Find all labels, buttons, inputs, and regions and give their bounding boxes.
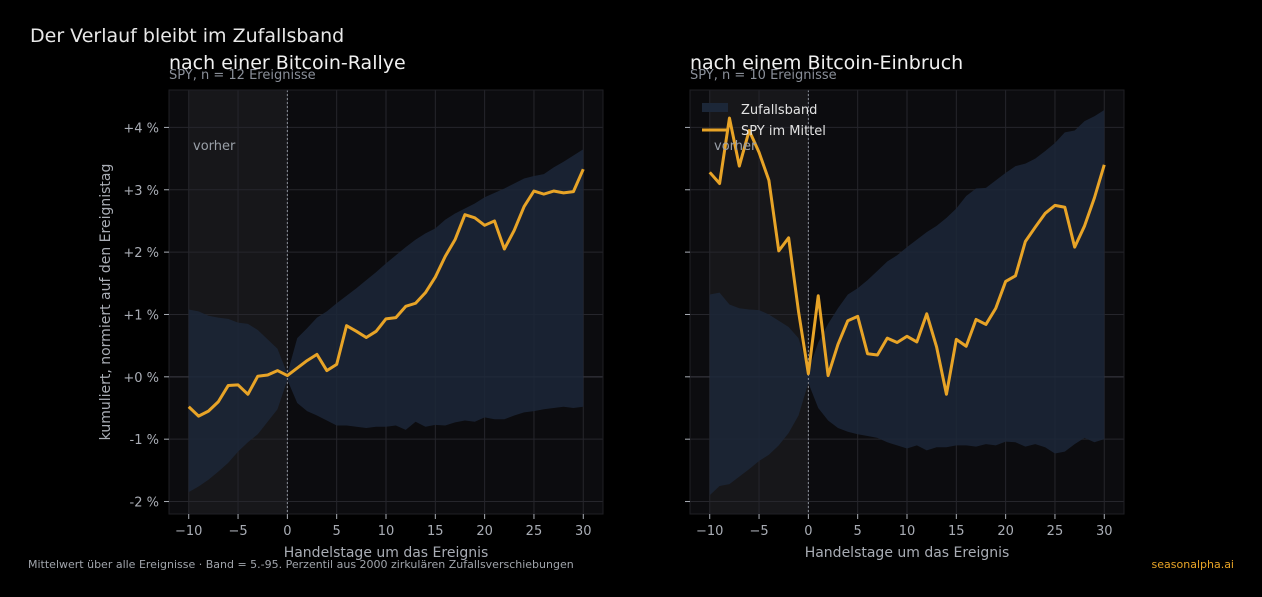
x-tick-label: 10 (899, 524, 916, 539)
x-tick-label: 25 (1047, 524, 1064, 539)
x-tick-label: 0 (283, 524, 291, 539)
x-tick-label: 30 (1096, 524, 1113, 539)
footnote: Mittelwert über alle Ereignisse · Band =… (28, 558, 574, 571)
x-tick-label: 20 (997, 524, 1014, 539)
pre-event-label: vorher (193, 139, 236, 154)
brand-label: seasonalpha.ai (1152, 558, 1234, 571)
legend-label-band: Zufallsband (741, 103, 817, 118)
chart-subtitle: SPY, n = 10 Ereignisse (690, 68, 837, 83)
x-tick-label: −10 (175, 524, 202, 539)
x-tick-label: −5 (228, 524, 247, 539)
y-axis-label: kumuliert, normiert auf den Ereignistag (98, 164, 114, 441)
y-tick-label: +3 % (123, 184, 159, 199)
legend-label-line: SPY im Mittel (741, 124, 826, 139)
chart-subtitle: SPY, n = 12 Ereignisse (169, 68, 316, 83)
x-axis-label: Handelstage um das Ereignis (805, 545, 1010, 561)
y-tick-label: -1 % (130, 433, 159, 448)
y-tick-label: +1 % (123, 308, 159, 323)
legend-swatch-band (702, 103, 728, 112)
x-tick-label: 10 (378, 524, 395, 539)
x-tick-label: 0 (804, 524, 812, 539)
figure-title: Der Verlauf bleibt im Zufallsband (30, 25, 344, 47)
x-tick-label: 15 (427, 524, 444, 539)
pre-event-label: vorher (714, 139, 757, 154)
chart-title: nach einer Bitcoin-Rallye (169, 52, 406, 74)
x-tick-label: −5 (749, 524, 768, 539)
y-tick-label: +0 % (123, 371, 159, 386)
chart-title: nach einem Bitcoin-Einbruch (690, 52, 963, 74)
x-tick-label: 5 (333, 524, 341, 539)
y-tick-label: +4 % (123, 121, 159, 136)
x-tick-label: 15 (948, 524, 965, 539)
y-tick-label: +2 % (123, 246, 159, 261)
x-tick-label: 25 (526, 524, 543, 539)
mean-line (187, 168, 585, 418)
x-tick-label: −10 (696, 524, 723, 539)
x-axis-label: Handelstage um das Ereignis (284, 545, 489, 561)
mean-line (708, 116, 1106, 396)
y-tick-label: -2 % (130, 496, 159, 511)
x-tick-label: 5 (854, 524, 862, 539)
random-band (709, 109, 1105, 496)
x-tick-label: 20 (476, 524, 493, 539)
x-tick-label: 30 (575, 524, 592, 539)
